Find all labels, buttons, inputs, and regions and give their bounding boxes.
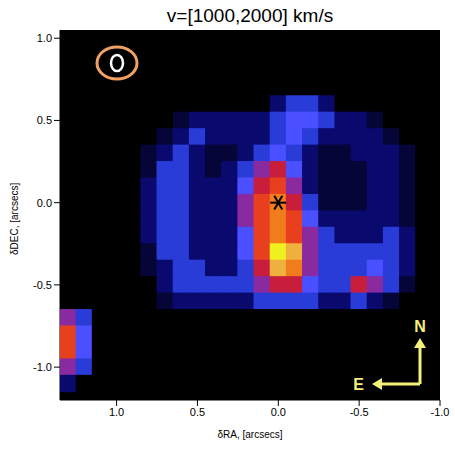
svg-text:0.0: 0.0 — [271, 406, 286, 418]
svg-text:0.5: 0.5 — [190, 406, 205, 418]
svg-text:-1.0: -1.0 — [431, 406, 450, 418]
svg-text:-0.5: -0.5 — [33, 279, 52, 291]
svg-text:E: E — [353, 376, 364, 393]
svg-text:-0.5: -0.5 — [350, 406, 369, 418]
svg-text:δDEC, [arcsecs]: δDEC, [arcsecs] — [9, 183, 20, 255]
svg-text:N: N — [414, 318, 426, 335]
svg-text:δRA, [arcsecs]: δRA, [arcsecs] — [217, 429, 282, 440]
svg-text:-1.0: -1.0 — [33, 361, 52, 373]
svg-text:1.0: 1.0 — [109, 406, 124, 418]
svg-text:v=[1000,2000] km/s: v=[1000,2000] km/s — [167, 5, 333, 26]
svg-text:0.0: 0.0 — [37, 197, 52, 209]
svg-text:0.5: 0.5 — [37, 114, 52, 126]
svg-text:1.0: 1.0 — [37, 32, 52, 44]
